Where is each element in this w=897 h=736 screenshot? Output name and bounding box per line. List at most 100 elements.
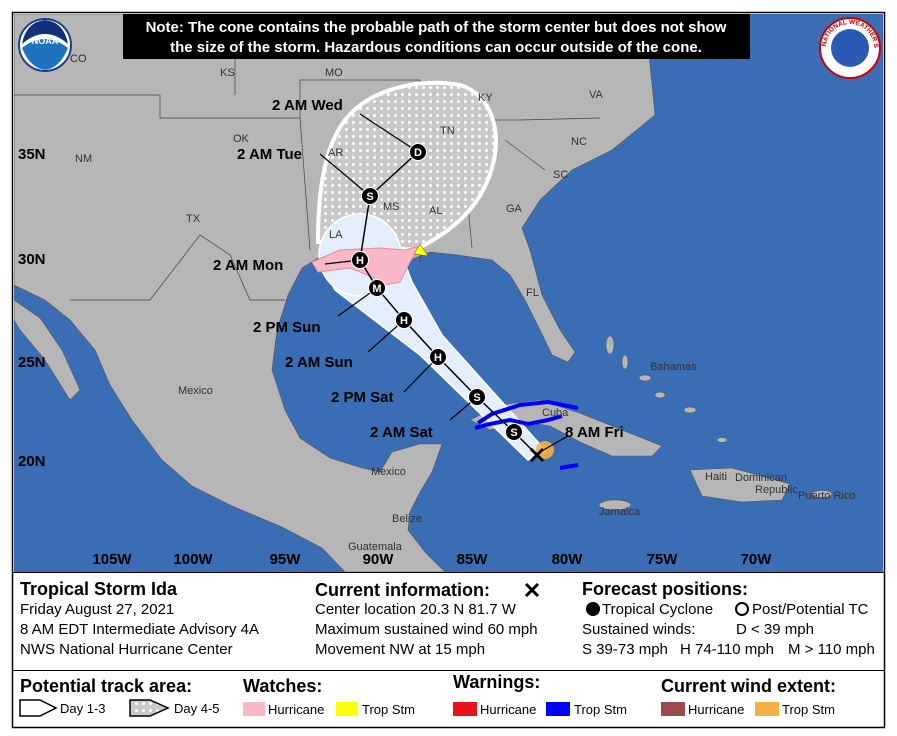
place-label: OK xyxy=(233,133,250,145)
forecast-legend: Post/Potential TC xyxy=(752,601,869,618)
forecast-legend: Tropical Cyclone xyxy=(602,601,713,618)
current-info: Maximum sustained wind 60 mph xyxy=(315,621,538,638)
place-label: Haiti xyxy=(705,471,727,483)
latitude-label: 20N xyxy=(18,453,46,470)
bahamas xyxy=(605,335,728,443)
forecast-legend: D < 39 mph xyxy=(736,621,814,638)
legend-item: Trop Stm xyxy=(782,702,835,717)
place-label: FL xyxy=(526,287,539,299)
cone-day-4-5 xyxy=(315,80,498,253)
forecast-symbol: S xyxy=(366,191,373,203)
forecast-symbol: S xyxy=(473,392,480,404)
forecast-point xyxy=(468,388,486,406)
current-info: Center location 20.3 N 81.7 W xyxy=(315,601,517,618)
noaa-logo xyxy=(18,18,72,72)
forecast-point xyxy=(361,187,379,205)
forecast-point xyxy=(409,143,427,161)
latitude-label: 35N xyxy=(18,146,46,163)
place-label: Guatemala xyxy=(348,541,403,553)
baja xyxy=(14,299,81,401)
place-label: KS xyxy=(220,67,235,79)
forecast-symbol: D xyxy=(414,147,422,159)
legend-item: Day 4-5 xyxy=(174,701,220,716)
place-label: Republic xyxy=(755,484,798,496)
place-label: GA xyxy=(506,203,523,215)
place-label: NC xyxy=(571,136,587,148)
legend-title: Watches: xyxy=(243,676,322,696)
place-label: VA xyxy=(589,89,604,101)
legend-item: Hurricane xyxy=(688,702,744,717)
place-label: Bahamas xyxy=(650,361,697,373)
place-label: MO xyxy=(325,67,343,79)
legend-shapes xyxy=(19,582,779,717)
place-label: TN xyxy=(440,125,455,137)
place-label: Dominican xyxy=(735,472,787,484)
forecast-time-label: 2 PM Sun xyxy=(253,319,321,336)
current-title: Current information: xyxy=(315,580,490,600)
forecast-legend: H 74-110 mph xyxy=(680,641,774,658)
current-info: Movement NW at 15 mph xyxy=(315,641,485,658)
latitude-label: 30N xyxy=(18,251,46,268)
current-time-label: 8 AM Fri xyxy=(565,424,624,441)
wind-extent xyxy=(536,441,554,459)
forecast-time-label: 2 AM Mon xyxy=(213,257,283,274)
longitude-label: 80W xyxy=(552,551,584,568)
forecast-point xyxy=(395,311,413,329)
longitude-label: 90W xyxy=(363,551,395,568)
forecast-point xyxy=(351,251,369,269)
longitude-label: 100W xyxy=(173,551,213,568)
leader-line xyxy=(359,113,419,153)
place-label: LA xyxy=(329,229,343,241)
borders xyxy=(14,30,601,301)
forecast-point xyxy=(368,279,386,297)
longitude-label: 95W xyxy=(270,551,302,568)
place-label: Belize xyxy=(392,513,422,525)
leader-line xyxy=(539,435,569,453)
place-label: Puerto Rico xyxy=(798,490,855,502)
forecast-legend: M > 110 mph xyxy=(788,641,875,658)
forecast-time-label: 2 AM Sat xyxy=(370,424,433,441)
forecast-time-label: 2 AM Sun xyxy=(285,354,353,371)
place-label: Jamaica xyxy=(599,506,641,518)
longitude-label: 85W xyxy=(457,551,489,568)
note-text: the size of the storm. Hazardous conditi… xyxy=(170,39,702,56)
legend-item: Trop Stm xyxy=(574,702,627,717)
storm-date: Friday August 27, 2021 xyxy=(20,601,174,618)
latitude-label: 25N xyxy=(18,354,46,371)
place-label: Mexico xyxy=(371,466,406,478)
place-label: AR xyxy=(328,147,343,159)
forecast-symbol: H xyxy=(356,255,364,267)
forecast-time-label: 2 PM Sat xyxy=(331,389,394,406)
longitude-label: 105W xyxy=(92,551,132,568)
forecast-symbol: S xyxy=(510,427,517,439)
legend-title: Current wind extent: xyxy=(661,676,836,696)
place-label: MS xyxy=(383,201,400,213)
forecast-symbol: H xyxy=(400,315,408,327)
place-label: AL xyxy=(429,205,442,217)
place-label: CO xyxy=(70,53,87,65)
forecast-legend: Sustained winds: xyxy=(582,621,695,638)
forecast-point xyxy=(429,348,447,366)
note-text: Note: The cone contains the probable pat… xyxy=(146,19,727,36)
legend-title: Potential track area: xyxy=(20,676,192,696)
forecast-time-label: 2 AM Wed xyxy=(272,97,343,114)
frame xyxy=(11,11,886,729)
map: 35N 30N 25N 20N 105W 100W 95W 90W 85W 80W 75W 70W CO… xyxy=(14,14,883,572)
source: NWS National Hurricane Center xyxy=(20,641,233,658)
forecast-legend: S 39-73 mph xyxy=(582,641,668,658)
advisory: 8 AM EDT Intermediate Advisory 4A xyxy=(20,621,259,638)
legend-item: Hurricane xyxy=(480,702,536,717)
place-label: Cuba xyxy=(542,407,569,419)
trop-storm-watch xyxy=(413,243,429,257)
forecast-symbol: H xyxy=(434,352,442,364)
forecast-title: Forecast positions: xyxy=(582,579,748,599)
hispaniola xyxy=(689,467,791,503)
legend-title: Warnings: xyxy=(453,672,540,692)
noaa-logo-text: NOAA xyxy=(32,36,59,46)
leader-line xyxy=(319,153,371,197)
forecast-symbol: M xyxy=(372,283,381,295)
forecast-point xyxy=(505,423,523,441)
longitude-label: 70W xyxy=(741,551,773,568)
place-label: NM xyxy=(75,153,92,165)
jamaica xyxy=(598,499,632,511)
